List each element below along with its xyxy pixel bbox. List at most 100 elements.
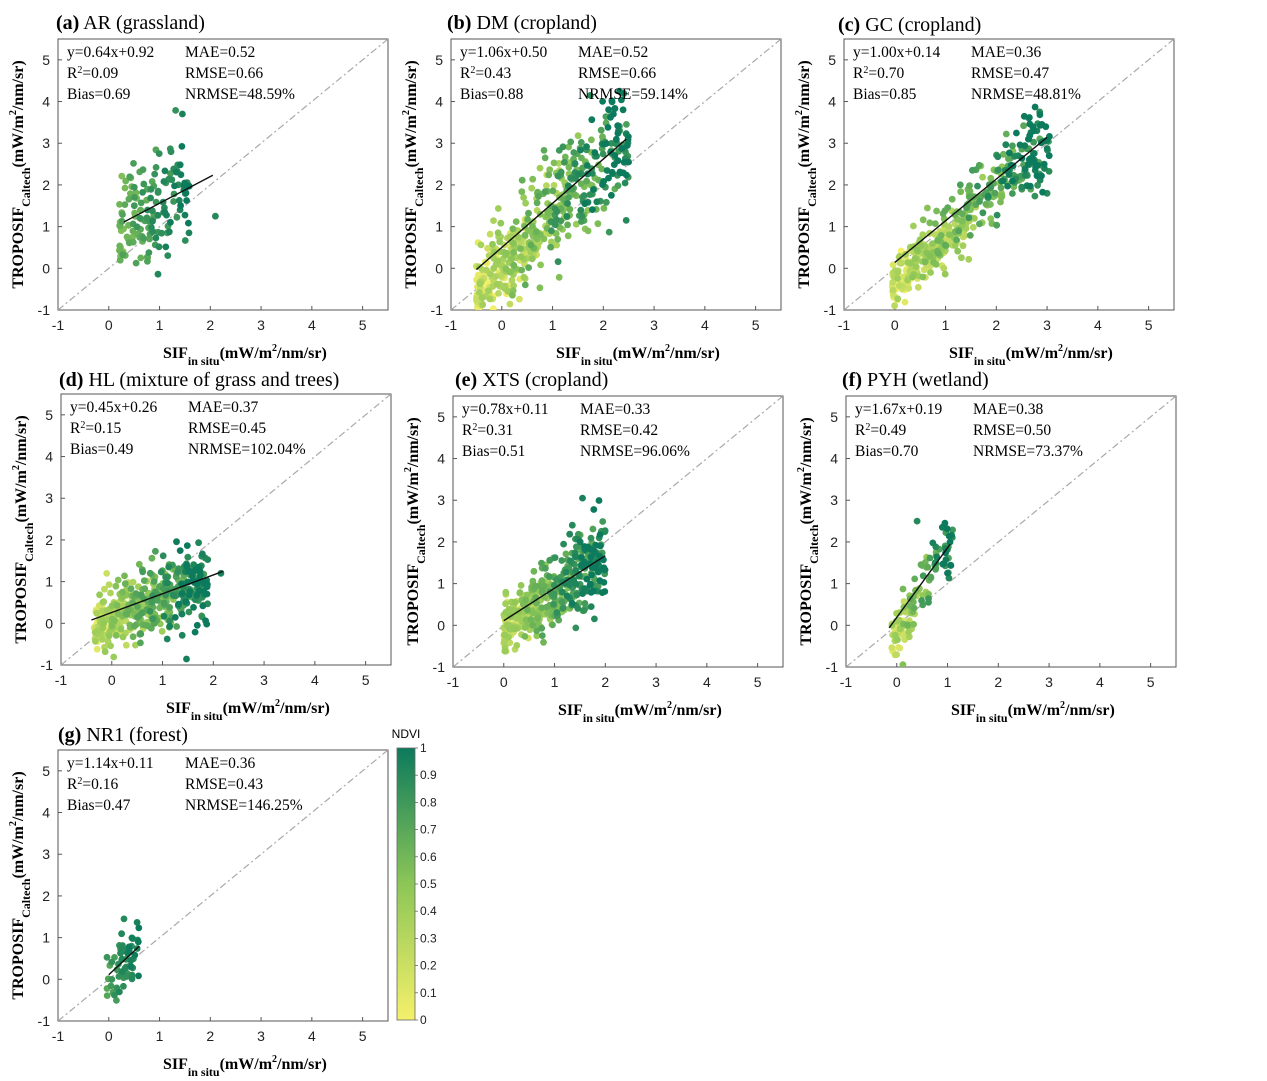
data-point — [958, 254, 965, 262]
data-point — [567, 557, 574, 565]
x-tick-label: 5 — [359, 1028, 367, 1044]
data-point — [602, 140, 610, 147]
data-point — [607, 113, 614, 121]
data-point — [934, 237, 941, 244]
data-point — [909, 273, 916, 281]
data-point — [546, 166, 554, 174]
data-point — [137, 254, 145, 262]
y-tick-label: 0 — [828, 260, 836, 276]
x-tick-label: -1 — [55, 672, 68, 688]
x-tick-label: 4 — [703, 674, 711, 690]
data-point — [137, 639, 144, 647]
data-point — [540, 147, 548, 154]
stat-left: Bias=0.85 — [853, 86, 917, 103]
data-point — [494, 205, 502, 212]
data-point — [542, 564, 549, 572]
data-point — [616, 87, 623, 95]
data-point — [93, 645, 101, 653]
y-tick-label: 4 — [830, 451, 838, 467]
data-point — [1005, 149, 1013, 157]
panel-site-label: NR1 (forest) — [81, 724, 188, 746]
data-point — [572, 624, 580, 632]
data-point — [554, 258, 562, 266]
data-point — [502, 265, 510, 273]
y-axis-label: TROPOSIFCaltech(mW/m2/nm/sr) — [796, 417, 821, 645]
data-point — [486, 315, 493, 322]
data-point — [171, 614, 179, 621]
data-point — [535, 192, 542, 200]
data-point — [513, 642, 521, 649]
x-tick-label: 1 — [549, 317, 557, 333]
data-point — [605, 228, 613, 236]
x-tick-label: 5 — [359, 317, 367, 333]
data-point — [1002, 141, 1010, 149]
data-point — [185, 219, 192, 227]
data-point — [571, 160, 579, 167]
data-point — [541, 188, 549, 196]
data-point — [546, 573, 553, 580]
data-point — [178, 143, 186, 150]
data-point — [524, 216, 531, 223]
panel-site-label: AR (grassland) — [79, 12, 205, 34]
y-tick-label: 2 — [42, 177, 50, 193]
data-point — [550, 600, 557, 608]
regression-line — [108, 945, 140, 976]
data-point — [619, 106, 627, 114]
data-point — [138, 609, 146, 617]
data-point — [191, 628, 199, 636]
x-tick-label: 0 — [105, 317, 113, 333]
data-point — [605, 106, 612, 114]
data-point — [583, 177, 590, 185]
data-point — [506, 300, 514, 308]
x-axis-label: SIFin situ(mW/m2/nm/sr) — [163, 1054, 327, 1079]
data-point — [178, 610, 186, 618]
data-point — [131, 194, 138, 201]
stat-right: NRMSE=48.59% — [185, 86, 295, 103]
x-tick-label: 3 — [1043, 317, 1051, 333]
data-point — [889, 261, 897, 269]
colorbar-title: NDVI — [392, 727, 421, 741]
data-point — [565, 194, 572, 201]
stat-left: y=0.78x+0.11 — [462, 401, 549, 418]
scatter-panel: (c) GC (cropland) -1 0 1 2 3 4 5 -1 0 1 2 3 4 5 y=1.00x… — [794, 14, 1175, 368]
data-point — [599, 565, 607, 573]
data-point — [145, 249, 153, 256]
panel-title: (b) DM (cropland) — [447, 12, 597, 34]
data-point — [99, 636, 106, 643]
data-point — [969, 166, 976, 174]
stat-left: R2=0.49 — [855, 422, 906, 440]
data-point — [176, 547, 184, 554]
data-point — [598, 589, 606, 596]
y-tick-label: 4 — [45, 449, 53, 465]
data-point — [182, 598, 190, 605]
data-point — [916, 236, 924, 244]
data-point — [894, 275, 902, 282]
data-point — [125, 239, 133, 247]
data-point — [116, 256, 124, 264]
data-point — [598, 165, 606, 173]
y-tick-label: -1 — [41, 657, 54, 673]
data-point — [610, 161, 618, 169]
data-point — [1018, 183, 1026, 191]
y-axis-label: TROPOSIFCaltech(mW/m2/nm/sr) — [11, 415, 36, 643]
data-point — [528, 255, 536, 263]
data-point — [562, 550, 570, 558]
y-tick-label: 0 — [42, 260, 50, 276]
data-point — [994, 166, 1002, 174]
data-point — [600, 204, 608, 212]
data-point — [534, 615, 542, 622]
data-point — [572, 567, 580, 574]
data-point — [175, 600, 182, 608]
data-point — [1020, 122, 1027, 130]
data-point — [527, 616, 535, 623]
x-tick-label: 1 — [156, 1028, 164, 1044]
x-tick-label: 4 — [308, 317, 316, 333]
data-point — [508, 313, 515, 320]
data-point — [527, 241, 535, 249]
stat-right: RMSE=0.42 — [580, 422, 658, 439]
y-tick-label: 4 — [437, 451, 445, 467]
data-point — [588, 116, 596, 124]
x-tick-label: 3 — [1045, 674, 1053, 690]
data-point — [118, 172, 126, 180]
data-point — [111, 617, 118, 624]
